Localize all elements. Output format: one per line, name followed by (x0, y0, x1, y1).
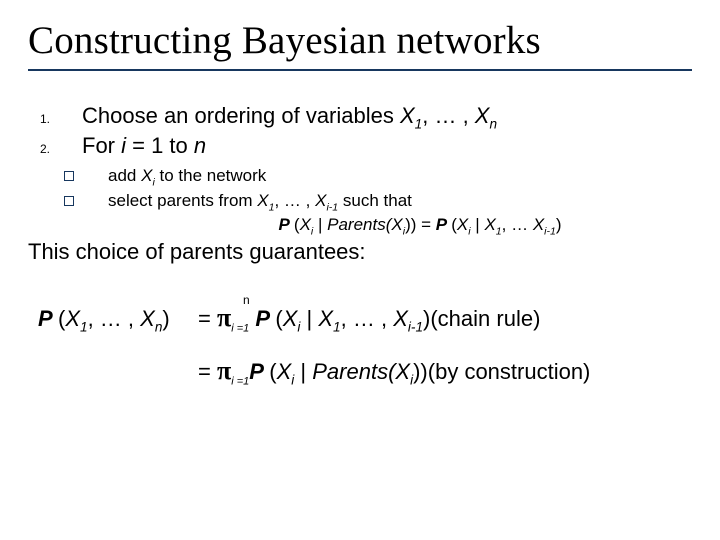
equation-cond-independence: P (Xi | Parents(Xi)) = P (Xi | X1, … Xi-… (148, 215, 692, 235)
list-text: For i = 1 to n (82, 133, 206, 159)
list-item-1: 1. Choose an ordering of variables X1, …… (40, 103, 692, 129)
slide-title: Constructing Bayesian networks (28, 18, 692, 71)
sub-list-text: add Xi to the network (108, 165, 266, 188)
sub-list-item: add Xi to the network (64, 165, 692, 188)
equation-chain-rule: P (X1, … , Xn) = πi =1 P (Xi | X1, … , X… (38, 303, 692, 334)
sub-list: add Xi to the network select parents fro… (64, 165, 692, 213)
square-bullet-icon (64, 171, 74, 181)
list-number: 1. (40, 112, 82, 126)
sub-list-text: select parents from X1, … , Xi-1 such th… (108, 190, 412, 213)
equation-by-construction: = πi =1P (Xi | Parents(Xi))(by construct… (38, 356, 692, 387)
sub-list-item: select parents from X1, … , Xi-1 such th… (64, 190, 692, 213)
square-bullet-icon (64, 196, 74, 206)
equation-rhs: = πi =1P (Xi | Parents(Xi))(by construct… (198, 356, 590, 387)
ordered-list: 1. Choose an ordering of variables X1, …… (40, 103, 692, 159)
list-text: Choose an ordering of variables X1, … , … (82, 103, 497, 129)
list-item-2: 2. For i = 1 to n (40, 133, 692, 159)
guarantee-text: This choice of parents guarantees: (28, 239, 692, 265)
equation-rhs: = πi =1 P (Xi | X1, … , Xi-1)(chain rule… (198, 303, 540, 334)
slide: Constructing Bayesian networks 1. Choose… (0, 0, 720, 540)
product-symbol: π (217, 303, 231, 333)
equation-lhs: P (X1, … , Xn) (38, 306, 180, 332)
list-number: 2. (40, 142, 82, 156)
product-symbol: π (217, 356, 231, 386)
chain-rule-block: n P (X1, … , Xn) = πi =1 P (Xi | X1, … ,… (38, 293, 692, 388)
